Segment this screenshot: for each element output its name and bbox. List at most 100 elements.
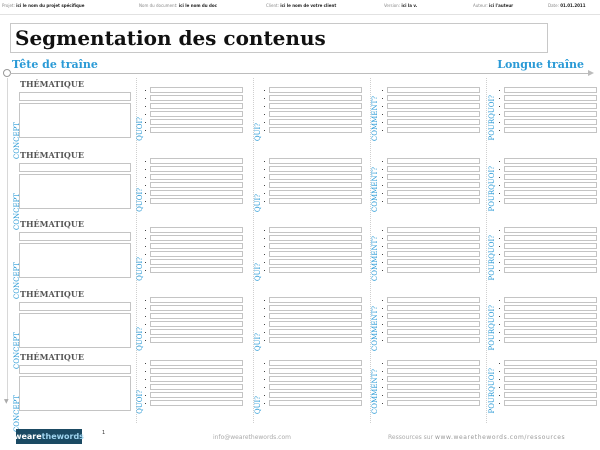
pourquoi-line-field[interactable] bbox=[499, 376, 597, 382]
thematique-field[interactable] bbox=[19, 302, 131, 311]
comment-line-field[interactable] bbox=[382, 251, 480, 257]
comment-line-field[interactable] bbox=[382, 360, 480, 366]
pourquoi-line-field[interactable] bbox=[499, 111, 597, 117]
comment-line-field[interactable] bbox=[382, 259, 480, 265]
qui-line-field[interactable] bbox=[264, 198, 362, 204]
comment-line-field[interactable] bbox=[382, 190, 480, 196]
quoi-line-field[interactable] bbox=[145, 87, 243, 93]
quoi-line-field[interactable] bbox=[145, 111, 243, 117]
quoi-line-field[interactable] bbox=[145, 174, 243, 180]
qui-line-field[interactable] bbox=[264, 103, 362, 109]
footer-resources[interactable]: Ressources sur www.wearethewords.com/res… bbox=[388, 434, 565, 441]
pourquoi-line-field[interactable] bbox=[499, 313, 597, 319]
pourquoi-line-field[interactable] bbox=[499, 227, 597, 233]
comment-line-field[interactable] bbox=[382, 158, 480, 164]
quoi-line-field[interactable] bbox=[145, 251, 243, 257]
comment-line-field[interactable] bbox=[382, 376, 480, 382]
comment-line-field[interactable] bbox=[382, 182, 480, 188]
qui-line-field[interactable] bbox=[264, 259, 362, 265]
quoi-line-field[interactable] bbox=[145, 119, 243, 125]
qui-line-field[interactable] bbox=[264, 305, 362, 311]
quoi-line-field[interactable] bbox=[145, 329, 243, 335]
pourquoi-line-field[interactable] bbox=[499, 251, 597, 257]
pourquoi-line-field[interactable] bbox=[499, 174, 597, 180]
resources-link[interactable]: www.wearethewords.com/ressources bbox=[435, 434, 566, 441]
comment-line-field[interactable] bbox=[382, 329, 480, 335]
quoi-line-field[interactable] bbox=[145, 227, 243, 233]
qui-line-field[interactable] bbox=[264, 376, 362, 382]
quoi-line-field[interactable] bbox=[145, 95, 243, 101]
pourquoi-line-field[interactable] bbox=[499, 305, 597, 311]
comment-line-field[interactable] bbox=[382, 337, 480, 343]
thematique-field[interactable] bbox=[19, 92, 131, 101]
comment-line-field[interactable] bbox=[382, 119, 480, 125]
qui-line-field[interactable] bbox=[264, 337, 362, 343]
quoi-line-field[interactable] bbox=[145, 297, 243, 303]
pourquoi-line-field[interactable] bbox=[499, 337, 597, 343]
comment-line-field[interactable] bbox=[382, 127, 480, 133]
pourquoi-line-field[interactable] bbox=[499, 384, 597, 390]
title-box[interactable]: Segmentation des contenus bbox=[10, 23, 548, 53]
comment-line-field[interactable] bbox=[382, 400, 480, 406]
qui-line-field[interactable] bbox=[264, 384, 362, 390]
quoi-line-field[interactable] bbox=[145, 190, 243, 196]
quoi-line-field[interactable] bbox=[145, 360, 243, 366]
qui-line-field[interactable] bbox=[264, 400, 362, 406]
comment-line-field[interactable] bbox=[382, 235, 480, 241]
pourquoi-line-field[interactable] bbox=[499, 368, 597, 374]
pourquoi-line-field[interactable] bbox=[499, 267, 597, 273]
qui-line-field[interactable] bbox=[264, 243, 362, 249]
qui-line-field[interactable] bbox=[264, 313, 362, 319]
quoi-line-field[interactable] bbox=[145, 267, 243, 273]
comment-line-field[interactable] bbox=[382, 305, 480, 311]
quoi-line-field[interactable] bbox=[145, 313, 243, 319]
qui-line-field[interactable] bbox=[264, 251, 362, 257]
thematique-field[interactable] bbox=[19, 232, 131, 241]
qui-line-field[interactable] bbox=[264, 267, 362, 273]
quoi-line-field[interactable] bbox=[145, 198, 243, 204]
qui-line-field[interactable] bbox=[264, 190, 362, 196]
qui-line-field[interactable] bbox=[264, 174, 362, 180]
pourquoi-line-field[interactable] bbox=[499, 360, 597, 366]
pourquoi-line-field[interactable] bbox=[499, 103, 597, 109]
quoi-line-field[interactable] bbox=[145, 392, 243, 398]
concept-field[interactable] bbox=[19, 103, 131, 138]
quoi-line-field[interactable] bbox=[145, 384, 243, 390]
thematique-field[interactable] bbox=[19, 365, 131, 374]
quoi-line-field[interactable] bbox=[145, 127, 243, 133]
comment-line-field[interactable] bbox=[382, 166, 480, 172]
comment-line-field[interactable] bbox=[382, 243, 480, 249]
pourquoi-line-field[interactable] bbox=[499, 182, 597, 188]
comment-line-field[interactable] bbox=[382, 87, 480, 93]
quoi-line-field[interactable] bbox=[145, 158, 243, 164]
qui-line-field[interactable] bbox=[264, 321, 362, 327]
comment-line-field[interactable] bbox=[382, 321, 480, 327]
quoi-line-field[interactable] bbox=[145, 400, 243, 406]
qui-line-field[interactable] bbox=[264, 158, 362, 164]
pourquoi-line-field[interactable] bbox=[499, 321, 597, 327]
pourquoi-line-field[interactable] bbox=[499, 198, 597, 204]
pourquoi-line-field[interactable] bbox=[499, 87, 597, 93]
quoi-line-field[interactable] bbox=[145, 376, 243, 382]
comment-line-field[interactable] bbox=[382, 95, 480, 101]
qui-line-field[interactable] bbox=[264, 111, 362, 117]
pourquoi-line-field[interactable] bbox=[499, 297, 597, 303]
quoi-line-field[interactable] bbox=[145, 368, 243, 374]
comment-line-field[interactable] bbox=[382, 111, 480, 117]
quoi-line-field[interactable] bbox=[145, 243, 243, 249]
concept-field[interactable] bbox=[19, 174, 131, 209]
pourquoi-line-field[interactable] bbox=[499, 127, 597, 133]
qui-line-field[interactable] bbox=[264, 392, 362, 398]
pourquoi-line-field[interactable] bbox=[499, 400, 597, 406]
pourquoi-line-field[interactable] bbox=[499, 235, 597, 241]
comment-line-field[interactable] bbox=[382, 267, 480, 273]
concept-field[interactable] bbox=[19, 313, 131, 348]
pourquoi-line-field[interactable] bbox=[499, 119, 597, 125]
comment-line-field[interactable] bbox=[382, 392, 480, 398]
comment-line-field[interactable] bbox=[382, 297, 480, 303]
quoi-line-field[interactable] bbox=[145, 166, 243, 172]
pourquoi-line-field[interactable] bbox=[499, 166, 597, 172]
quoi-line-field[interactable] bbox=[145, 259, 243, 265]
quoi-line-field[interactable] bbox=[145, 305, 243, 311]
comment-line-field[interactable] bbox=[382, 227, 480, 233]
